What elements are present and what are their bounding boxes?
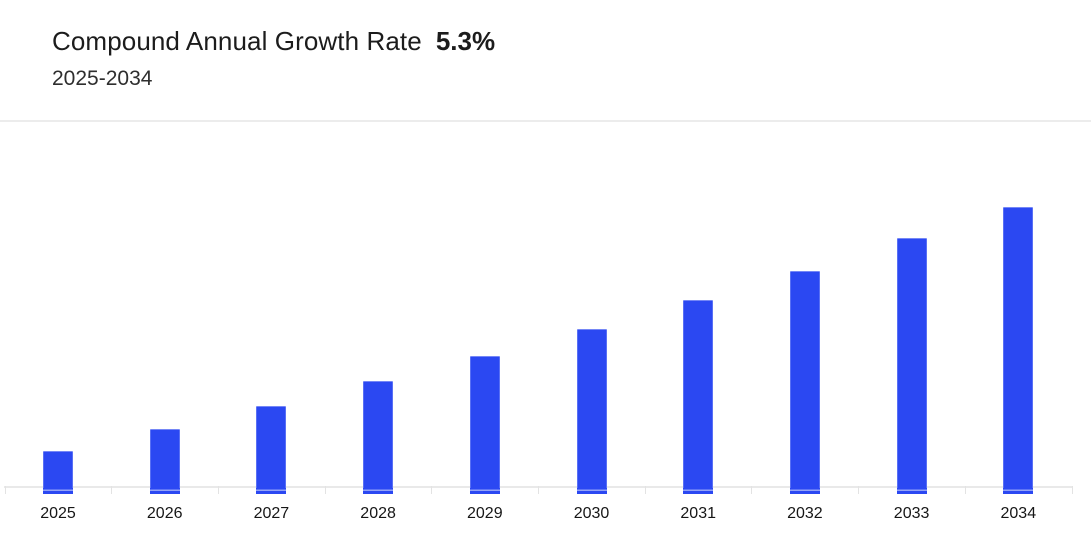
bar-2029 xyxy=(469,356,500,488)
bar-base-stub-2026 xyxy=(149,488,180,494)
bar-base-stub-2033 xyxy=(896,488,927,494)
x-label-2026: 2026 xyxy=(146,505,183,522)
x-axis-tick xyxy=(324,486,326,494)
x-label-2031: 2031 xyxy=(680,505,716,522)
bar-base-stub-2027 xyxy=(256,488,287,494)
bar-2027 xyxy=(256,406,287,488)
x-label-2034: 2034 xyxy=(1000,505,1037,522)
x-axis-tick xyxy=(431,486,433,494)
chart-header: Compound Annual Growth Rate 5.3% 2025-203… xyxy=(52,24,495,93)
bar-2033 xyxy=(896,238,927,488)
x-axis-tick xyxy=(111,486,113,494)
x-axis-tick xyxy=(751,486,753,494)
x-axis-tick xyxy=(858,486,860,494)
bar-base-stub-2025 xyxy=(43,488,73,494)
x-axis-tick xyxy=(964,486,966,494)
bar-2030 xyxy=(576,329,607,488)
bar-base-stub-2032 xyxy=(789,488,820,494)
bar-base-stub-2028 xyxy=(363,488,394,494)
x-axis-tick xyxy=(217,486,219,494)
bar-2032 xyxy=(789,271,820,488)
bar-base-stub-2029 xyxy=(469,488,500,494)
chart-title: Compound Annual Growth Rate xyxy=(52,26,422,56)
title-row: Compound Annual Growth Rate 5.3% xyxy=(52,24,495,63)
bar-base-stub-2030 xyxy=(576,488,607,494)
x-label-2029: 2029 xyxy=(467,505,503,522)
bar-base-stub-2031 xyxy=(683,488,714,494)
x-axis-tick xyxy=(644,486,646,494)
x-label-2030: 2030 xyxy=(573,505,610,522)
x-axis-tick xyxy=(538,486,539,494)
bar-2034 xyxy=(1003,207,1034,488)
bar-2031 xyxy=(683,300,714,488)
bar-2026 xyxy=(149,429,180,488)
bar-base-stub-2034 xyxy=(1003,488,1034,494)
x-label-2032: 2032 xyxy=(787,505,823,522)
header-divider xyxy=(0,120,1091,122)
cagr-value: 5.3% xyxy=(435,26,496,56)
x-label-2025: 2025 xyxy=(40,505,76,522)
x-label-2027: 2027 xyxy=(253,505,290,522)
chart-subtitle: 2025-2034 xyxy=(52,67,153,90)
x-label-2033: 2033 xyxy=(893,505,930,522)
bar-2028 xyxy=(363,381,394,488)
x-label-2028: 2028 xyxy=(360,505,396,522)
bar-2025 xyxy=(43,451,73,488)
x-axis-tick xyxy=(4,486,6,494)
x-axis-tick xyxy=(1071,486,1073,494)
